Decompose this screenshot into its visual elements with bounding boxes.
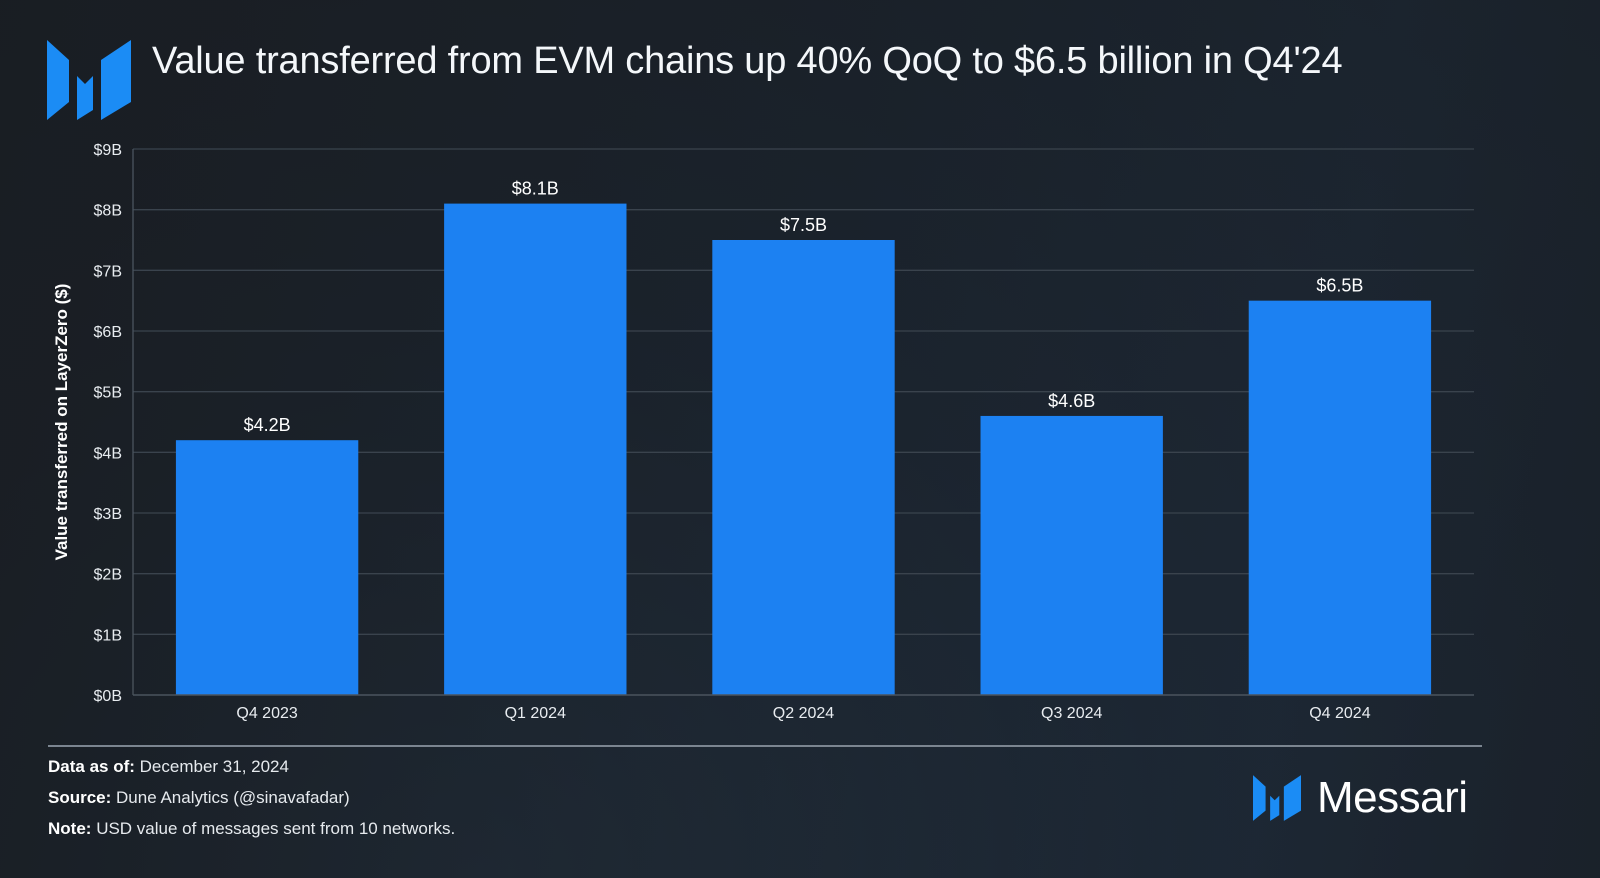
y-axis-ticks: $0B $1B $2B $3B $4B $5B $6B $7B $8B $9B	[94, 142, 122, 705]
bar	[444, 203, 627, 695]
bar-data-label: $6.5B	[1316, 276, 1363, 296]
source-value: Dune Analytics (@sinavafadar)	[116, 788, 350, 807]
data-as-of-line: Data as of: December 31, 2024	[48, 756, 455, 787]
x-tick-label: Q4 2024	[1309, 705, 1370, 722]
bar	[980, 415, 1163, 695]
x-axis-ticks: Q4 2023 Q1 2024 Q2 2024 Q3 2024 Q4 2024	[133, 694, 1474, 722]
source-line: Source: Dune Analytics (@sinavafadar)	[48, 787, 455, 818]
messari-logo-icon	[47, 40, 131, 120]
x-tick-label: Q3 2024	[1041, 705, 1102, 722]
source-label: Source:	[48, 788, 112, 807]
bars: $4.2B $8.1B $7.5B $4.6B $6.5B	[175, 179, 1432, 695]
y-tick-label: $8B	[94, 203, 122, 220]
note-value: USD value of messages sent from 10 netwo…	[96, 819, 456, 838]
bar-chart: $0B $1B $2B $3B $4B $5B $6B $7B $8B $9B $4.2B $8.1…	[52, 142, 1474, 722]
bar-data-label: $8.1B	[512, 179, 559, 199]
note-label: Note:	[48, 819, 92, 838]
y-tick-label: $3B	[94, 506, 122, 523]
messari-brand-icon	[1253, 775, 1301, 821]
footer-divider	[48, 745, 1482, 747]
y-tick-label: $4B	[94, 445, 122, 462]
x-tick-label: Q1 2024	[505, 705, 566, 722]
data-as-of-value: December 31, 2024	[139, 757, 289, 776]
bar-data-label: $7.5B	[780, 215, 827, 235]
y-tick-label: $7B	[94, 263, 122, 280]
data-as-of-label: Data as of:	[48, 757, 135, 776]
y-tick-label: $9B	[94, 142, 122, 159]
brand-name: Messari	[1317, 773, 1468, 822]
x-tick-label: Q2 2024	[773, 705, 834, 722]
messari-brand: Messari	[1253, 773, 1468, 823]
bar-data-label: $4.6B	[1048, 391, 1095, 411]
y-axis-label: Value transferred on LayerZero ($)	[52, 284, 71, 561]
chart-title: Value transferred from EVM chains up 40%…	[152, 40, 1343, 82]
bar	[1248, 300, 1432, 695]
note-line: Note: USD value of messages sent from 10…	[48, 818, 455, 849]
y-tick-label: $0B	[94, 688, 122, 705]
y-tick-label: $6B	[94, 324, 122, 341]
footer-notes: Data as of: December 31, 2024 Source: Du…	[48, 756, 455, 849]
x-tick-label: Q4 2023	[236, 705, 297, 722]
bar	[712, 240, 895, 695]
bar	[175, 440, 359, 695]
bar-data-label: $4.2B	[244, 415, 291, 435]
y-tick-label: $1B	[94, 627, 122, 644]
y-tick-label: $2B	[94, 567, 122, 584]
y-tick-label: $5B	[94, 385, 122, 402]
